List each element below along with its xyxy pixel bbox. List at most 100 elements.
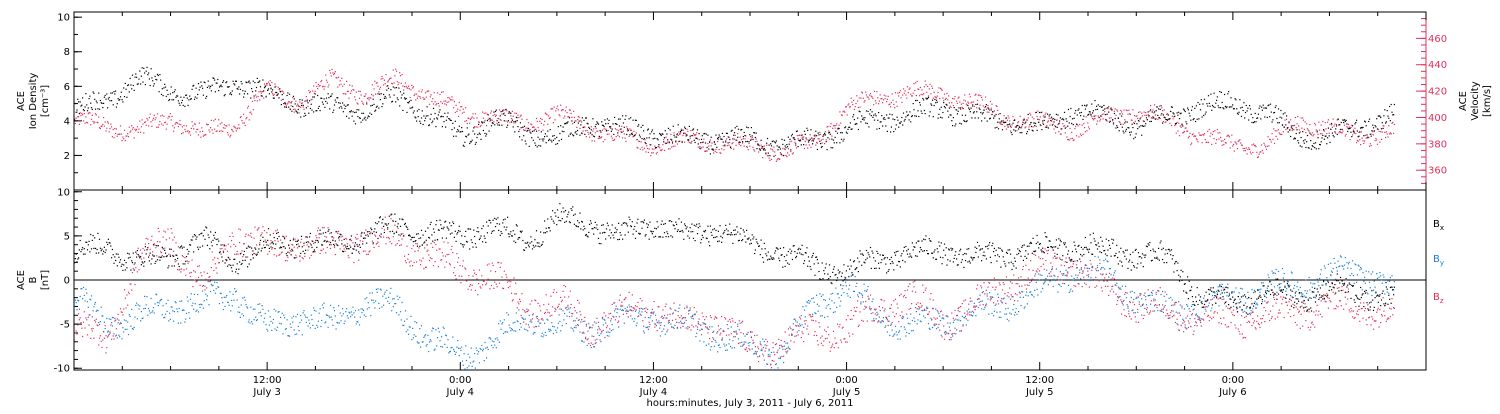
by-point [929,328,930,329]
density-point [846,132,847,133]
velocity-point [298,105,299,106]
density-point [1067,126,1068,127]
by-point [1239,292,1240,293]
density-point [706,134,707,135]
velocity-point [1071,132,1072,133]
velocity-point [1078,136,1079,137]
by-point [571,316,572,317]
density-point [835,137,836,138]
velocity-point [1302,117,1303,118]
by-point [747,334,748,335]
density-point [690,136,691,137]
by-point [879,317,880,318]
by-point [644,332,645,333]
by-point [616,306,617,307]
density-point [386,90,387,91]
velocity-point [1317,130,1318,131]
velocity-point [287,103,288,104]
density-point [1203,115,1204,116]
density-point [975,104,976,105]
density-point [1070,116,1071,117]
by-point [406,331,407,332]
density-point [969,109,970,110]
velocity-point [496,115,497,116]
by-point [606,332,607,333]
density-point [231,94,232,95]
velocity-point [167,124,168,125]
velocity-point [1231,135,1232,136]
density-point [158,75,159,76]
density-point [1306,141,1307,142]
by-point [512,329,513,330]
density-point [708,149,709,150]
density-point [996,114,997,115]
density-point [852,116,853,117]
by-point [817,304,818,305]
density-point [1020,132,1021,133]
density-point [180,97,181,98]
by-point [1186,304,1187,305]
velocity-point [1010,130,1011,131]
by-point [911,330,912,331]
velocity-point [254,97,255,98]
velocity-point [155,117,156,118]
by-point [855,276,856,277]
density-point [489,118,490,119]
by-point [1047,276,1048,277]
density-point [306,107,307,108]
velocity-point [1083,123,1084,124]
density-point [1132,127,1133,128]
velocity-point [113,137,114,138]
density-point [371,114,372,115]
by-point [979,302,980,303]
velocity-point [1253,144,1254,145]
velocity-point [807,147,808,148]
by-point [810,301,811,302]
velocity-point [1167,113,1168,114]
velocity-point [1346,126,1347,127]
velocity-point [307,101,308,102]
density-point [191,98,192,99]
density-point [1156,110,1157,111]
density-point [79,113,80,114]
velocity-point [291,105,292,106]
velocity-point [721,148,722,149]
velocity-point [925,80,926,81]
by-point [255,317,256,318]
density-point [1343,122,1344,123]
by-point [555,330,556,331]
by-point [119,336,120,337]
by-point [169,313,170,314]
by-point [562,325,563,326]
density-point [1119,130,1120,131]
density-point [854,119,855,120]
velocity-point [162,115,163,116]
by-point [177,311,178,312]
by-point [192,305,193,306]
velocity-point [739,144,740,145]
density-point [523,135,524,136]
velocity-point [872,96,873,97]
density-point [1094,100,1095,101]
by-point [137,318,138,319]
velocity-point [854,109,855,110]
density-point [179,105,180,106]
density-point [716,147,717,148]
velocity-point [1055,132,1056,133]
by-point [1155,304,1156,305]
by-point [262,309,263,310]
velocity-point [513,122,514,123]
density-point [552,136,553,137]
by-point [576,312,577,313]
velocity-point [1152,109,1153,110]
velocity-point [453,107,454,108]
by-point [517,321,518,322]
density-point [223,80,224,81]
by-point [901,326,902,327]
density-point [459,126,460,127]
by-point [612,324,613,325]
by-point [168,320,169,321]
velocity-point [458,116,459,117]
by-point [767,364,768,365]
by-point [379,308,380,309]
